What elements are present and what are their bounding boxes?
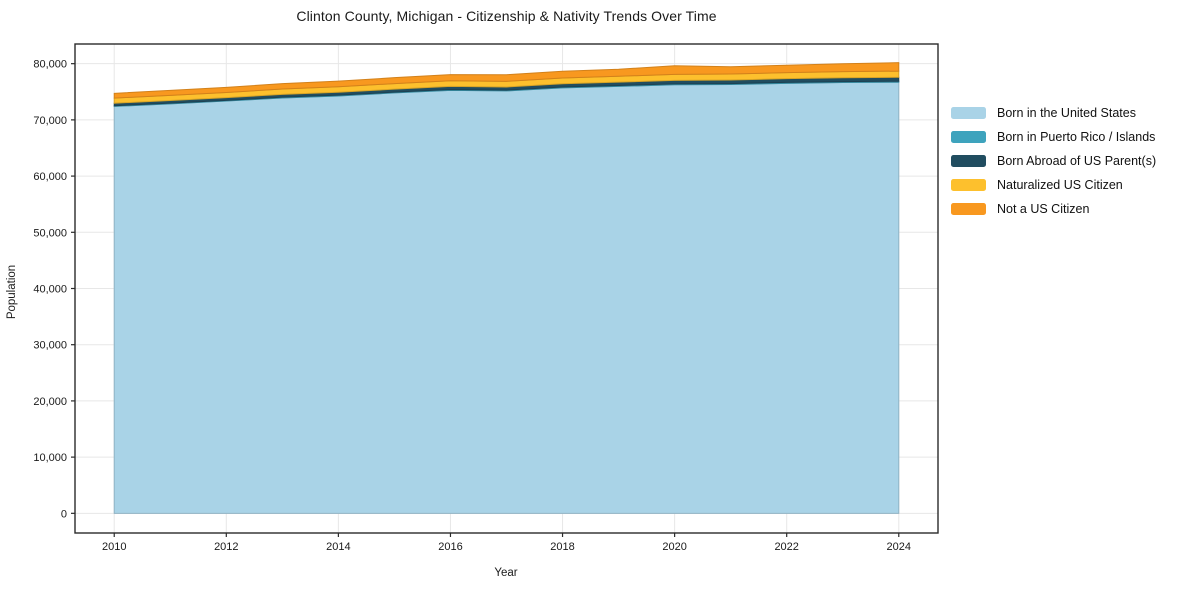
x-tick-label: 2016	[438, 541, 462, 553]
y-axis-label: Population	[6, 265, 18, 319]
area-band-not-a-us-citizen	[113, 62, 900, 99]
y-tick-label: 80,000	[33, 59, 67, 71]
x-tick-label: 2024	[887, 541, 911, 553]
legend-swatch	[951, 107, 986, 119]
legend-label: Born Abroad of US Parent(s)	[997, 154, 1157, 168]
legend-item: Naturalized US Citizen	[951, 173, 1156, 197]
y-tick-label: 30,000	[33, 340, 67, 352]
y-tick-label: 50,000	[33, 227, 67, 239]
legend-item: Born in the United States	[951, 101, 1156, 125]
x-tick-label: 2020	[662, 541, 686, 553]
y-tick-label: 60,000	[33, 171, 67, 183]
plot-border	[74, 43, 939, 534]
x-axis-label: Year	[494, 567, 517, 579]
legend-item: Not a US Citizen	[951, 197, 1156, 221]
x-tick-label: 2018	[550, 541, 574, 553]
legend-label: Not a US Citizen	[997, 202, 1090, 216]
legend-item: Born Abroad of US Parent(s)	[951, 149, 1156, 173]
legend-label: Born in Puerto Rico / Islands	[997, 130, 1156, 144]
legend-swatch	[951, 179, 986, 191]
legend: Born in the United States Born in Puerto …	[951, 101, 1156, 221]
x-tick-label: 2014	[326, 541, 350, 553]
x-tick-label: 2022	[774, 541, 798, 553]
area-band-born-in-the-united-states	[113, 81, 900, 514]
y-tick-label: 0	[61, 508, 67, 520]
x-tick-label: 2010	[102, 541, 126, 553]
legend-swatch	[951, 203, 986, 215]
y-tick-label: 70,000	[33, 115, 67, 127]
chart-title: Clinton County, Michigan - Citizenship &…	[296, 8, 717, 24]
y-tick-label: 40,000	[33, 284, 67, 296]
axes: 2010 2012 2014 2016 2018 2020 2022 2024 0 10,000 2…	[33, 43, 939, 553]
y-tick-label: 20,000	[33, 396, 67, 408]
legend-label: Born in the United States	[997, 106, 1136, 120]
legend-item: Born in Puerto Rico / Islands	[951, 125, 1156, 149]
legend-swatch	[951, 131, 986, 143]
x-tick-label: 2012	[214, 541, 238, 553]
stacked-areas	[113, 62, 900, 514]
y-tick-label: 10,000	[33, 452, 67, 464]
legend-label: Naturalized US Citizen	[997, 178, 1123, 192]
legend-swatch	[951, 155, 986, 167]
